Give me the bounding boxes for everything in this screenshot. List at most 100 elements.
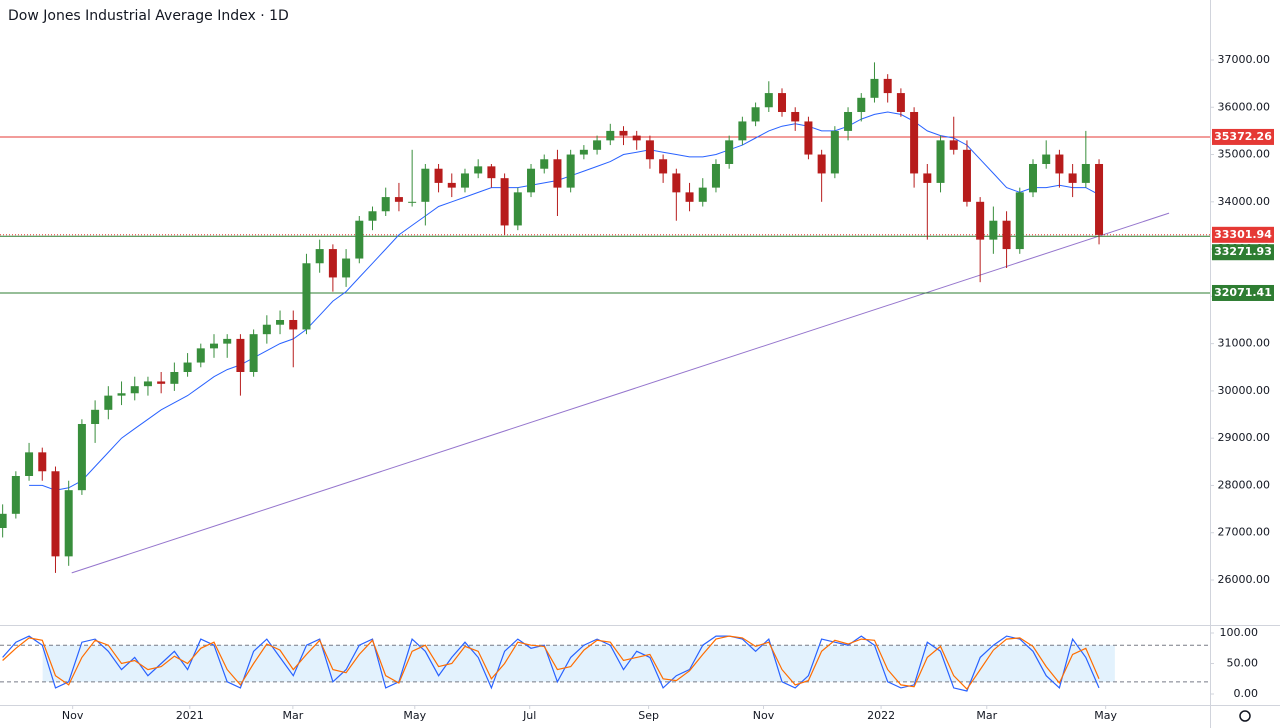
candle-body xyxy=(0,513,7,528)
x-tick-label: 2022 xyxy=(867,709,895,722)
price-pane xyxy=(0,62,1210,574)
candle-body xyxy=(421,168,430,202)
candle-body xyxy=(236,338,245,372)
x-tick-label: Mar xyxy=(282,709,303,722)
oscillator-band xyxy=(42,645,1115,682)
moving-average xyxy=(29,111,1100,491)
settings-gear[interactable] xyxy=(1239,710,1251,722)
y-tick-label: 35000.00 xyxy=(1218,148,1271,161)
y-tick-label: 34000.00 xyxy=(1218,195,1271,208)
candle-body xyxy=(936,140,945,183)
candle-body xyxy=(1095,163,1104,235)
candle-body xyxy=(672,173,681,193)
candle-body xyxy=(117,393,126,396)
candle-body xyxy=(698,187,707,202)
candle-body xyxy=(368,211,377,221)
level-label-box xyxy=(1212,128,1274,145)
candle-body xyxy=(830,130,839,174)
candle-body xyxy=(170,371,179,384)
candle-body xyxy=(355,220,364,259)
candle-body xyxy=(619,130,628,136)
candle-body xyxy=(645,140,654,160)
level-label-box xyxy=(1212,226,1274,243)
candle-body xyxy=(711,163,720,188)
candle-body xyxy=(738,121,747,141)
candle-body xyxy=(289,319,298,330)
y-tick-label: 29000.00 xyxy=(1218,431,1271,444)
candle-body xyxy=(143,381,152,387)
y-tick-label: 26000.00 xyxy=(1218,573,1271,586)
candle-body xyxy=(183,362,192,372)
candle-body xyxy=(553,159,562,188)
candle-body xyxy=(209,343,218,349)
candle-body xyxy=(817,154,826,174)
settings-icon[interactable] xyxy=(1239,710,1251,722)
x-tick-label: Nov xyxy=(62,709,84,722)
candle-body xyxy=(1081,163,1090,183)
level-label-box xyxy=(1212,284,1274,301)
y-tick-label: 30000.00 xyxy=(1218,384,1271,397)
candle-body xyxy=(38,452,47,472)
candle-body xyxy=(513,192,522,226)
candle-body xyxy=(896,93,905,112)
candle-body xyxy=(976,201,985,240)
candle-body xyxy=(566,154,575,188)
candle-body xyxy=(883,78,892,94)
candle-body xyxy=(1028,163,1037,193)
oscillator-line xyxy=(2,635,1100,692)
candle-body xyxy=(579,149,588,155)
y-tick-label: 27000.00 xyxy=(1218,526,1271,539)
candle-body xyxy=(1042,154,1051,164)
candle-body xyxy=(408,201,417,203)
candle-body xyxy=(91,409,100,424)
candle-body xyxy=(1002,220,1011,250)
candle-body xyxy=(77,423,86,491)
candle-body xyxy=(11,475,20,514)
candle-body xyxy=(474,166,483,174)
candle-body xyxy=(870,78,879,98)
candle-body xyxy=(315,249,324,264)
candle-body xyxy=(778,93,787,112)
candle-body xyxy=(962,149,971,202)
candle-body xyxy=(949,140,958,150)
osc-y-tick-label: 0.00 xyxy=(1234,687,1259,700)
candle-body xyxy=(25,452,34,476)
oscillator-pane xyxy=(0,635,1210,692)
osc-y-tick-label: 50.00 xyxy=(1227,657,1259,670)
candle-body xyxy=(500,178,509,226)
candle-body xyxy=(804,121,813,155)
candle-body xyxy=(434,168,443,183)
candle-body xyxy=(923,173,932,183)
candle-body xyxy=(223,338,232,344)
x-tick-label: Mar xyxy=(976,709,997,722)
candle-body xyxy=(394,197,403,202)
x-tick-label: May xyxy=(1094,709,1117,722)
level-label: 33271.93 xyxy=(1214,245,1272,258)
level-label-box xyxy=(1212,244,1274,261)
candle-body xyxy=(276,319,285,325)
candle-body xyxy=(632,135,641,141)
candle-body xyxy=(196,348,205,363)
candle-body xyxy=(1068,173,1077,183)
candle-body xyxy=(64,490,73,557)
x-tick-label: 2021 xyxy=(176,709,204,722)
x-tick-label: May xyxy=(403,709,426,722)
candle-body xyxy=(844,111,853,131)
level-label: 35372.26 xyxy=(1214,130,1272,143)
candle-body xyxy=(1055,154,1064,174)
candle-body xyxy=(910,111,919,174)
candle-body xyxy=(381,197,390,212)
level-label: 32071.41 xyxy=(1214,286,1272,299)
candle-body xyxy=(540,159,549,169)
candle-body xyxy=(527,168,536,193)
candle-body xyxy=(51,471,60,557)
osc-y-tick-label: 100.00 xyxy=(1220,626,1259,639)
y-tick-label: 36000.00 xyxy=(1218,100,1271,113)
candle-body xyxy=(857,97,866,112)
trendline xyxy=(71,212,1170,574)
candle-body xyxy=(342,258,351,278)
candle-body xyxy=(447,182,456,188)
axes: 26000.00 27000.00 28000.00 29000.00 30000.00… xyxy=(62,53,1274,722)
